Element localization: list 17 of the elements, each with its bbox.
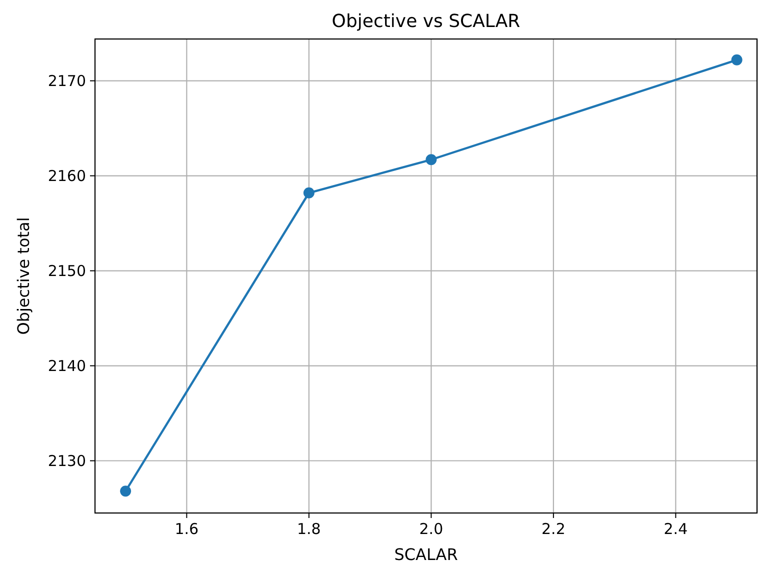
y-tick-label: 2130: [48, 452, 86, 470]
x-tick-label: 2.4: [664, 520, 688, 538]
y-tick-label: 2140: [48, 356, 86, 375]
x-tick-label: 1.8: [297, 520, 321, 538]
y-tick-label: 2150: [48, 262, 86, 280]
point: [731, 54, 742, 66]
x-axis-title: SCALAR: [394, 545, 458, 564]
point: [303, 187, 314, 198]
x-tick-label: 2.2: [542, 520, 566, 538]
point: [426, 154, 437, 166]
y-tick-label: 2170: [48, 72, 86, 90]
x-tick-label: 1.6: [174, 520, 199, 538]
x-tick-label: 2.0: [419, 520, 444, 538]
y-axis-title: Objective total: [14, 217, 33, 335]
point: [120, 486, 132, 497]
chart-title: Objective vs SCALAR: [332, 11, 520, 32]
y-tick-label: 2160: [48, 166, 86, 185]
